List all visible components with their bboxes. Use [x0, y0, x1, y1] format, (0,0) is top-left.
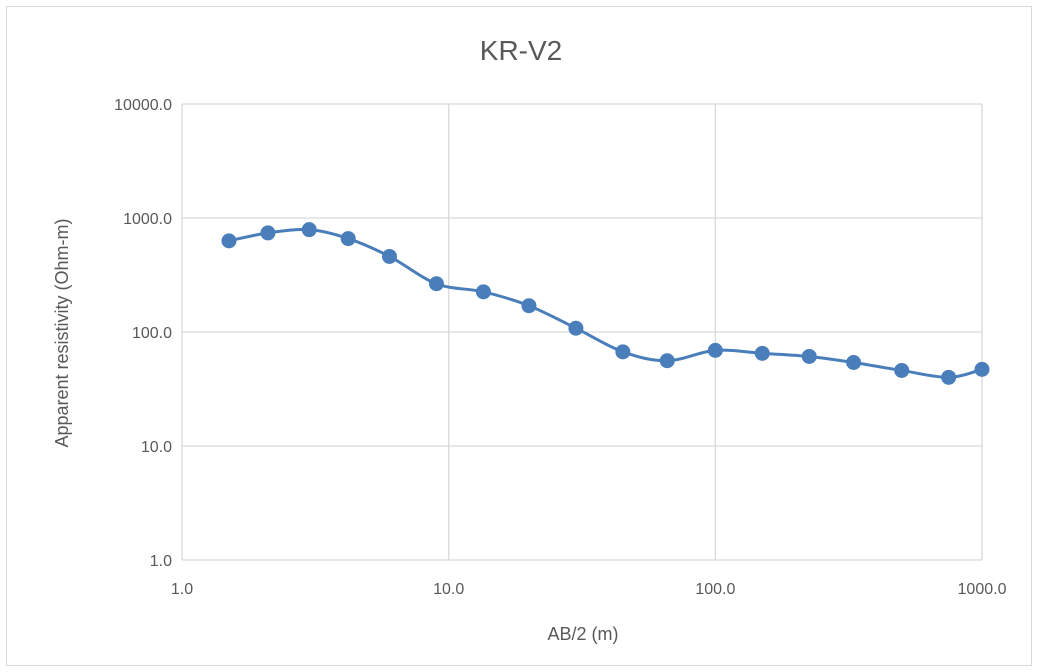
y-tick-label: 1000.0	[123, 211, 172, 228]
data-point	[428, 276, 444, 292]
data-point	[521, 298, 537, 314]
data-point	[301, 222, 317, 238]
y-tick-label: 1.0	[150, 553, 172, 570]
x-tick-label: 1.0	[171, 581, 193, 598]
y-tick-label: 10000.0	[114, 97, 172, 114]
data-point	[382, 248, 398, 264]
data-point	[801, 348, 817, 364]
y-axis-title: Apparent resistivity (Ohm-m)	[52, 218, 72, 447]
data-point	[260, 225, 276, 241]
data-point	[221, 233, 237, 249]
gridlines	[181, 103, 983, 561]
data-point	[754, 345, 770, 361]
y-tick-label: 100.0	[132, 325, 172, 342]
data-point	[340, 231, 356, 247]
y-tick-labels: 1.0 10.0 100.0 1000.0 10000.0	[114, 97, 172, 570]
data-point	[707, 342, 723, 358]
series-layer	[221, 222, 990, 385]
data-point	[659, 353, 675, 369]
chart-title: KR-V2	[480, 35, 562, 66]
data-point	[974, 361, 990, 377]
x-tick-label: 10.0	[433, 581, 464, 598]
data-point	[475, 284, 491, 300]
chart-frame	[6, 6, 1032, 666]
data-point	[941, 369, 957, 385]
y-tick-label: 10.0	[141, 439, 172, 456]
x-tick-label: 100.0	[695, 581, 735, 598]
data-point	[894, 362, 910, 378]
series-line	[228, 227, 983, 379]
data-point	[615, 344, 631, 360]
x-tick-label: 1000.0	[958, 581, 1007, 598]
x-axis-title: AB/2 (m)	[547, 624, 618, 644]
x-tick-labels: 1.0 10.0 100.0 1000.0	[171, 581, 1007, 598]
data-point	[846, 355, 862, 371]
data-point	[568, 320, 584, 336]
